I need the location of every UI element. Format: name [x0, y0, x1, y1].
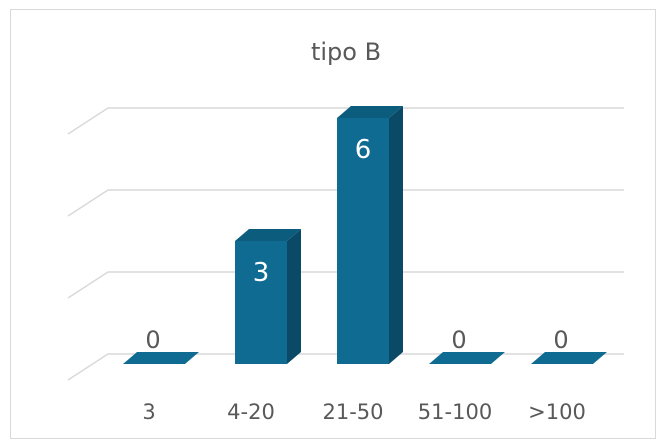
bar-1-front	[235, 241, 287, 364]
data-label-2: 6	[355, 135, 372, 165]
x-axis-ticks: 3 4-20 21-50 51-100 >100	[142, 400, 586, 424]
bar-2-top	[337, 106, 403, 118]
bar-0-flat	[123, 352, 199, 364]
bar-3-flat	[429, 352, 505, 364]
bar-1-top	[235, 229, 301, 241]
bar-2-front	[337, 118, 389, 364]
x-tick-2: 21-50	[322, 400, 383, 424]
x-tick-3: 51-100	[418, 400, 492, 424]
x-tick-1: 4-20	[227, 400, 275, 424]
bar-1-side	[287, 229, 301, 364]
data-label-3: 0	[451, 326, 466, 354]
x-tick-0: 3	[142, 400, 155, 424]
chart-frame: tipo B 0 3 6 0 0 3 4-20 21-50 51-100 >100	[10, 9, 656, 439]
gridline-2	[67, 189, 624, 217]
bar-4-flat	[531, 352, 607, 364]
bars	[123, 106, 607, 364]
x-tick-4: >100	[528, 400, 586, 424]
data-label-0: 0	[145, 326, 160, 354]
chart-title: tipo B	[311, 38, 381, 66]
data-label-4: 0	[553, 326, 568, 354]
bar-2-side	[389, 106, 403, 364]
data-labels: 0 3 6 0 0	[145, 135, 568, 354]
chart-svg: tipo B 0 3 6 0 0 3 4-20 21-50 51-100 >100	[67, 38, 624, 424]
gridline-3	[67, 107, 624, 135]
gridline-1	[67, 271, 624, 299]
data-label-1: 3	[253, 258, 270, 288]
